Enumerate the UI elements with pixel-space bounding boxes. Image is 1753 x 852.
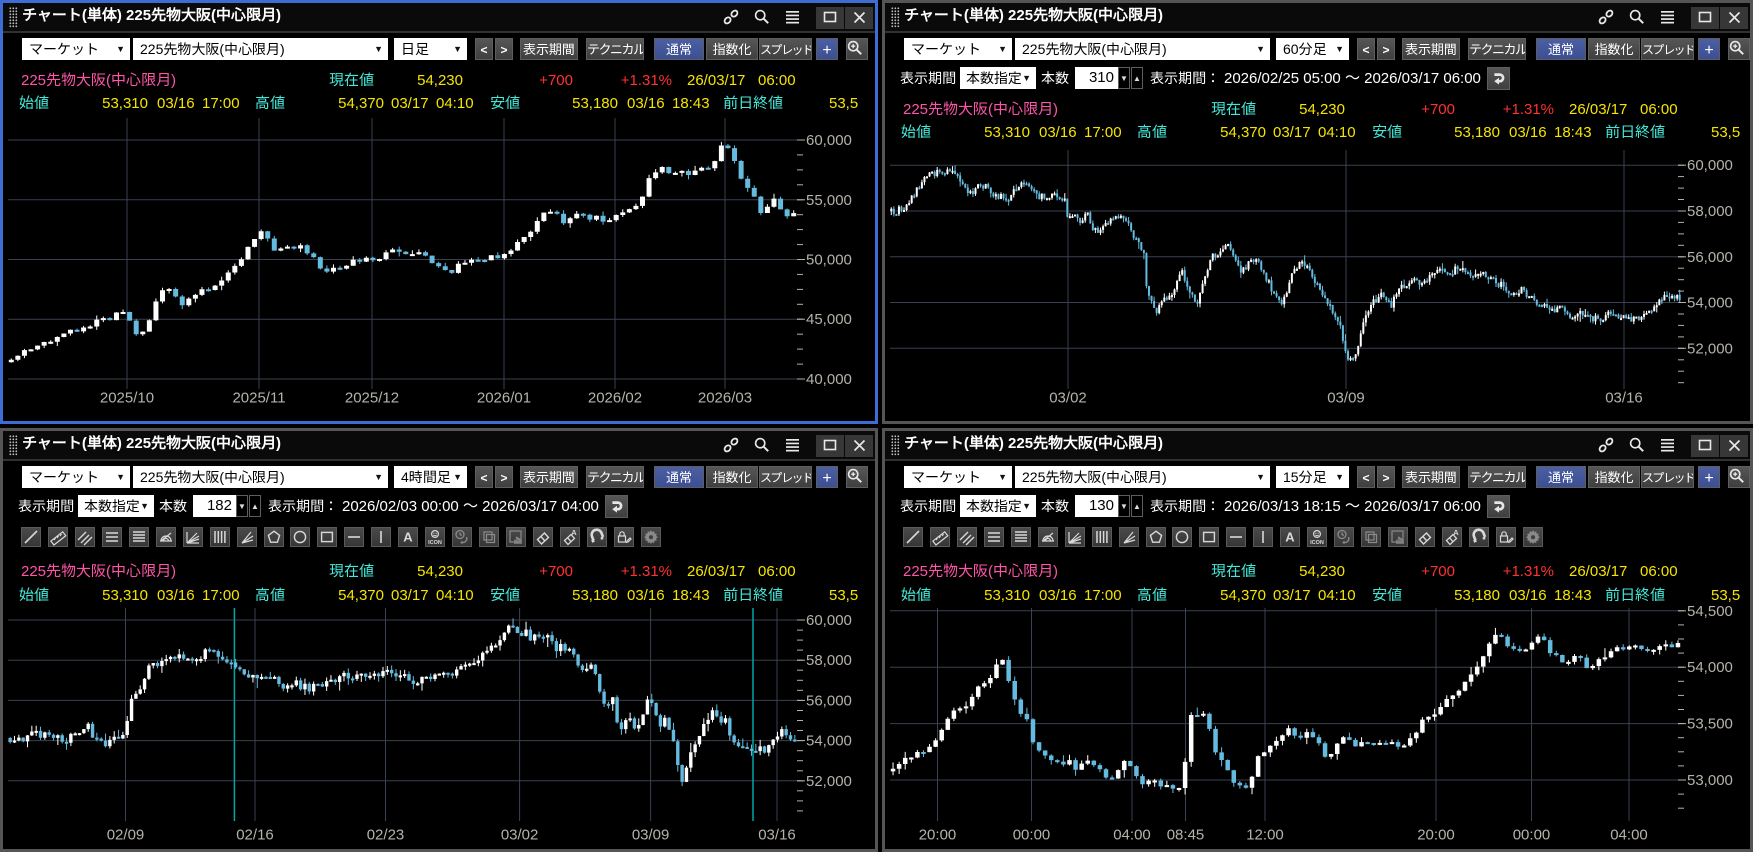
- svg-text:56,000: 56,000: [806, 692, 852, 709]
- svg-text:45,000: 45,000: [806, 311, 852, 328]
- svg-text:58,000: 58,000: [806, 652, 852, 669]
- svg-text:56,000: 56,000: [1687, 249, 1733, 266]
- svg-text:00:00: 00:00: [1013, 827, 1051, 844]
- svg-text:40,000: 40,000: [806, 371, 852, 388]
- svg-text:60,000: 60,000: [1687, 157, 1733, 174]
- svg-text:52,000: 52,000: [806, 773, 852, 790]
- svg-text:53,500: 53,500: [1687, 716, 1733, 733]
- svg-text:A: A: [571, 528, 577, 537]
- svg-text:52,000: 52,000: [1687, 340, 1733, 357]
- svg-text:50,000: 50,000: [806, 252, 852, 269]
- svg-text:03/16: 03/16: [758, 827, 796, 844]
- svg-text:58,000: 58,000: [1687, 203, 1733, 220]
- svg-text:12:00: 12:00: [1246, 827, 1284, 844]
- svg-text:2026/02: 2026/02: [588, 390, 642, 407]
- svg-text:03/16: 03/16: [1605, 390, 1643, 407]
- svg-text:54,000: 54,000: [1687, 295, 1733, 312]
- svg-text:2025/10: 2025/10: [100, 390, 154, 407]
- svg-text:02/09: 02/09: [107, 827, 145, 844]
- svg-text:54,000: 54,000: [806, 733, 852, 750]
- svg-text:54,500: 54,500: [1687, 605, 1733, 620]
- svg-text:A: A: [1285, 530, 1295, 545]
- svg-text:03/09: 03/09: [632, 827, 670, 844]
- svg-text:02/23: 02/23: [367, 827, 405, 844]
- svg-text:2025/11: 2025/11: [232, 390, 285, 407]
- svg-text:04:00: 04:00: [1610, 827, 1648, 844]
- svg-text:60,000: 60,000: [806, 612, 852, 629]
- svg-text:55,000: 55,000: [806, 192, 852, 209]
- svg-text:53,000: 53,000: [1687, 772, 1733, 789]
- svg-text:ICON: ICON: [1310, 540, 1324, 546]
- svg-text:02/16: 02/16: [236, 827, 274, 844]
- svg-text:60,000: 60,000: [806, 132, 852, 149]
- svg-text:00:00: 00:00: [1513, 827, 1551, 844]
- svg-text:03/09: 03/09: [1327, 390, 1365, 407]
- svg-text:ICON: ICON: [428, 540, 442, 546]
- svg-text:2025/12: 2025/12: [345, 390, 399, 407]
- svg-text:A: A: [403, 530, 413, 545]
- svg-text:04:00: 04:00: [1113, 827, 1151, 844]
- svg-text:20:00: 20:00: [1417, 827, 1455, 844]
- svg-text:03/02: 03/02: [501, 827, 539, 844]
- svg-text:54,000: 54,000: [1687, 659, 1733, 676]
- svg-text:2026/01: 2026/01: [477, 390, 531, 407]
- svg-text:03/02: 03/02: [1049, 390, 1087, 407]
- svg-text:2026/03: 2026/03: [698, 390, 752, 407]
- svg-text:A: A: [1453, 528, 1459, 537]
- svg-text:20:00: 20:00: [919, 827, 957, 844]
- svg-text:08:45: 08:45: [1167, 827, 1205, 844]
